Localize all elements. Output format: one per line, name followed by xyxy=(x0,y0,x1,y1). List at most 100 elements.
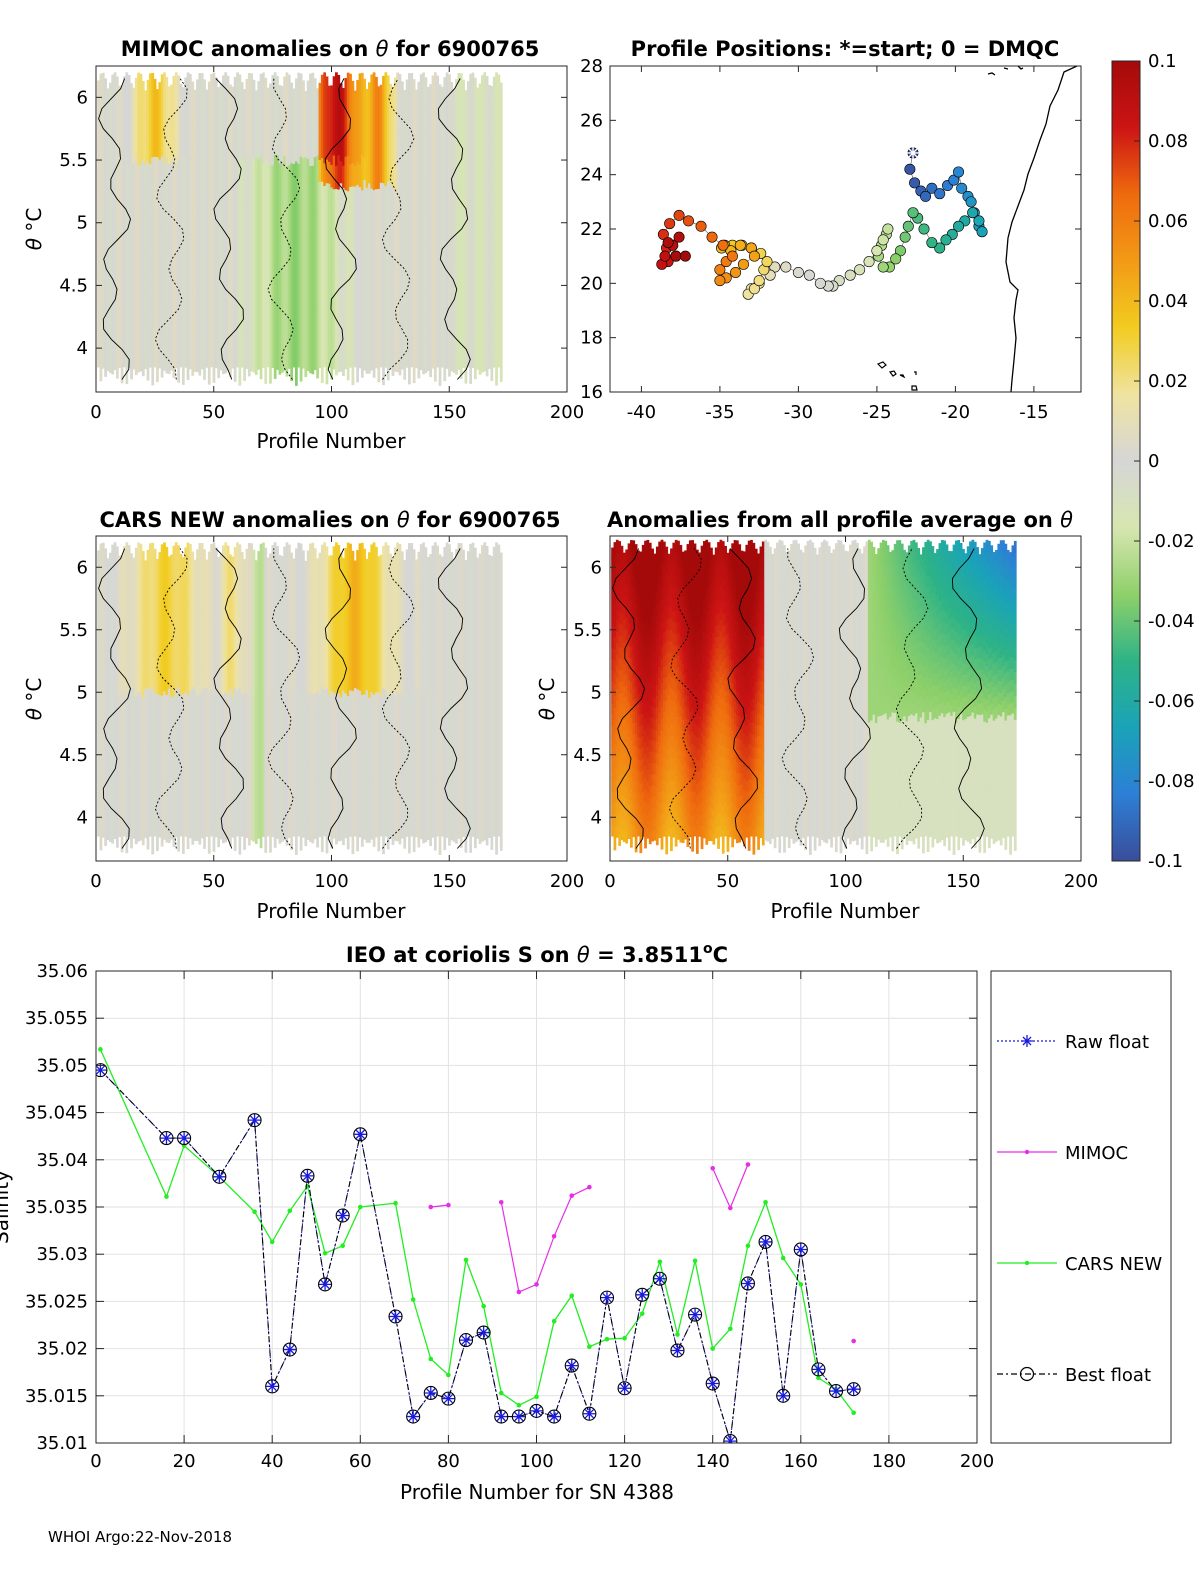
heatmap-cell xyxy=(391,264,395,277)
heatmap-cell xyxy=(229,95,232,108)
heatmap-cell xyxy=(210,288,213,300)
heatmap-cell xyxy=(353,154,357,166)
heatmap-cell xyxy=(278,285,282,297)
heatmap-cell xyxy=(118,96,122,108)
heatmap-cell xyxy=(339,360,343,372)
heatmap-cell xyxy=(285,189,289,202)
heatmap-cell xyxy=(384,321,388,334)
heatmap-cell xyxy=(382,277,385,291)
heatmap-cell xyxy=(264,124,268,137)
heatmap-cell xyxy=(276,234,279,246)
heatmap-cell xyxy=(332,222,336,235)
heatmap-cell xyxy=(229,298,232,310)
heatmap-cell xyxy=(158,335,162,347)
heatmap-cell xyxy=(111,808,115,821)
heatmap-cell xyxy=(229,275,232,288)
heatmap-cell xyxy=(478,329,482,342)
heatmap-cell xyxy=(372,72,376,85)
heatmap-cell xyxy=(311,153,315,166)
heatmap-cell xyxy=(396,325,400,338)
heatmap-cell xyxy=(408,144,411,158)
heatmap-cell xyxy=(360,318,364,331)
heatmap-cell xyxy=(372,271,376,284)
y-tick-label: 16 xyxy=(580,382,603,403)
heatmap-cell xyxy=(358,311,362,324)
heatmap-cell xyxy=(476,250,480,262)
heatmap-cell xyxy=(99,732,103,745)
heatmap-cell xyxy=(254,254,258,266)
heatmap-cell xyxy=(445,220,449,233)
heatmap-cell xyxy=(290,105,294,118)
heatmap-cell xyxy=(231,281,235,293)
heatmap-cell xyxy=(320,358,324,372)
heatmap-cell xyxy=(111,74,115,87)
heatmap-cell xyxy=(384,185,388,198)
heatmap-cell xyxy=(349,209,352,221)
heatmap-cell xyxy=(424,281,428,294)
heatmap-cell xyxy=(478,173,482,185)
heatmap-cell xyxy=(106,612,110,624)
heatmap-cell xyxy=(292,109,296,122)
heatmap-cell xyxy=(113,220,117,233)
heatmap-cell xyxy=(238,253,242,267)
heatmap-cell xyxy=(349,333,352,346)
heatmap-cell xyxy=(285,294,289,307)
heatmap-cell xyxy=(497,288,501,300)
heatmap-cell xyxy=(344,122,348,135)
heatmap-cell xyxy=(382,313,385,326)
heatmap-cell xyxy=(231,129,235,142)
heatmap-cell xyxy=(448,329,451,342)
heatmap-cell xyxy=(118,259,122,271)
heatmap-cell xyxy=(422,107,425,120)
heatmap-cell xyxy=(236,163,239,175)
heatmap-cell xyxy=(448,178,451,191)
heatmap-cell xyxy=(262,72,265,85)
heatmap-cell xyxy=(125,263,129,277)
heatmap-cell xyxy=(403,267,407,280)
heatmap-cell xyxy=(433,369,437,382)
heatmap-cell xyxy=(243,122,246,135)
heatmap-cell xyxy=(405,134,409,147)
heatmap-cell xyxy=(205,303,209,315)
heatmap-cell xyxy=(292,249,296,261)
heatmap-cell xyxy=(466,81,470,93)
heatmap-cell xyxy=(476,141,480,153)
heatmap-cell xyxy=(97,289,100,302)
heatmap-cell xyxy=(311,327,315,340)
heatmap-cell xyxy=(106,142,110,154)
profile-marker xyxy=(670,250,682,262)
heatmap-cell xyxy=(360,189,364,203)
heatmap-cell xyxy=(318,203,322,215)
heatmap-cell xyxy=(97,715,100,727)
heatmap-cell xyxy=(172,342,176,355)
heatmap-cell xyxy=(469,109,473,122)
heatmap-cell xyxy=(132,358,136,370)
heatmap-cell xyxy=(116,297,119,310)
heatmap-cell xyxy=(313,223,317,236)
heatmap-cell xyxy=(177,110,181,123)
heatmap-cell xyxy=(294,113,298,127)
heatmap-cell xyxy=(497,232,501,244)
heatmap-cell xyxy=(462,101,465,114)
heatmap-cell xyxy=(372,213,376,226)
heatmap-cell xyxy=(245,312,249,325)
heatmap-cell xyxy=(342,264,345,277)
heatmap-cell xyxy=(320,228,324,241)
heatmap-cell xyxy=(250,256,254,269)
heatmap-cell xyxy=(172,249,176,262)
heatmap-cell xyxy=(488,128,491,140)
heatmap-cell xyxy=(419,312,423,325)
heatmap-cell xyxy=(386,251,390,264)
heatmap-cell xyxy=(245,78,249,91)
heatmap-cell xyxy=(125,275,129,289)
heatmap-cell xyxy=(120,245,124,258)
heatmap-cell xyxy=(393,111,397,124)
profile-marker xyxy=(899,231,911,243)
heatmap-cell xyxy=(448,306,451,319)
heatmap-cell xyxy=(379,225,383,238)
heatmap-cell xyxy=(130,151,133,164)
heatmap-cell xyxy=(368,239,371,251)
heatmap-cell xyxy=(247,247,251,260)
heatmap-cell xyxy=(438,327,442,340)
heatmap-cell xyxy=(186,226,190,239)
